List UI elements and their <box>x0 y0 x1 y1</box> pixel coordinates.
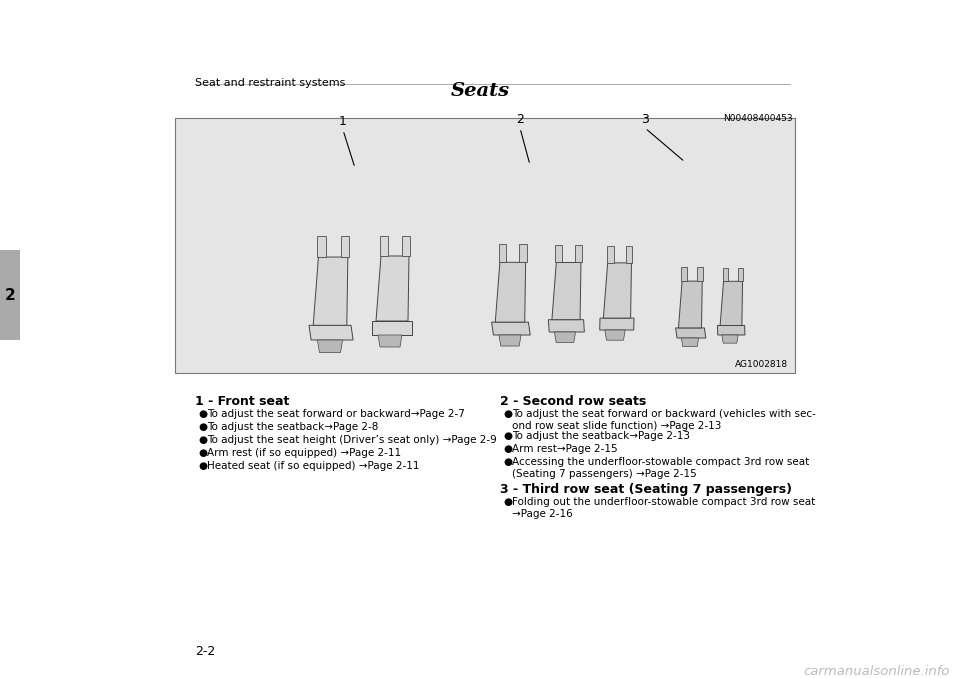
Text: To adjust the seatback→Page 2-13: To adjust the seatback→Page 2-13 <box>512 431 690 441</box>
Text: To adjust the seat height (Driver’s seat only) →Page 2-9: To adjust the seat height (Driver’s seat… <box>207 435 496 445</box>
Polygon shape <box>313 257 348 325</box>
Polygon shape <box>555 332 576 342</box>
Polygon shape <box>682 266 687 281</box>
Text: Seat and restraint systems: Seat and restraint systems <box>195 78 346 88</box>
Polygon shape <box>682 338 699 346</box>
Polygon shape <box>548 320 585 332</box>
Text: ●: ● <box>503 409 512 419</box>
Polygon shape <box>318 236 325 257</box>
Polygon shape <box>723 268 729 281</box>
Text: Seats: Seats <box>450 82 510 100</box>
Polygon shape <box>376 256 409 321</box>
Text: 2: 2 <box>516 113 524 126</box>
Polygon shape <box>676 328 706 338</box>
Polygon shape <box>552 262 581 320</box>
Text: N00408400453: N00408400453 <box>724 114 793 123</box>
Polygon shape <box>679 281 703 328</box>
Text: ●: ● <box>198 448 207 458</box>
Bar <box>0 250 20 340</box>
Polygon shape <box>697 266 703 281</box>
Text: 1: 1 <box>339 115 347 128</box>
Text: ●: ● <box>503 497 512 507</box>
Text: ●: ● <box>503 444 512 454</box>
Polygon shape <box>575 245 582 262</box>
Polygon shape <box>556 245 563 262</box>
Polygon shape <box>380 236 388 256</box>
Text: 3 - Third row seat (Seating 7 passengers): 3 - Third row seat (Seating 7 passengers… <box>500 483 792 496</box>
Text: 3: 3 <box>641 113 649 126</box>
Polygon shape <box>519 244 527 262</box>
Polygon shape <box>626 246 633 263</box>
Polygon shape <box>499 335 521 346</box>
Text: 2-2: 2-2 <box>195 645 215 658</box>
Text: Heated seat (if so equipped) →Page 2-11: Heated seat (if so equipped) →Page 2-11 <box>207 461 420 471</box>
Text: ●: ● <box>198 409 207 419</box>
Polygon shape <box>604 263 632 318</box>
Polygon shape <box>318 340 343 353</box>
Text: To adjust the seatback→Page 2-8: To adjust the seatback→Page 2-8 <box>207 422 378 432</box>
Text: ●: ● <box>503 431 512 441</box>
Text: Accessing the underfloor-stowable compact 3rd row seat
(Seating 7 passengers) →P: Accessing the underfloor-stowable compac… <box>512 457 809 479</box>
Polygon shape <box>607 246 613 263</box>
Polygon shape <box>378 335 402 347</box>
Text: ●: ● <box>198 422 207 432</box>
Bar <box>175 118 795 373</box>
Polygon shape <box>605 330 625 340</box>
Text: Arm rest (if so equipped) →Page 2-11: Arm rest (if so equipped) →Page 2-11 <box>207 448 401 458</box>
Text: To adjust the seat forward or backward→Page 2-7: To adjust the seat forward or backward→P… <box>207 409 465 419</box>
Polygon shape <box>720 281 743 325</box>
Polygon shape <box>372 321 412 335</box>
Text: AG1002818: AG1002818 <box>734 360 788 369</box>
Polygon shape <box>717 325 745 335</box>
Text: Arm rest→Page 2-15: Arm rest→Page 2-15 <box>512 444 617 454</box>
Polygon shape <box>309 325 353 340</box>
Polygon shape <box>402 236 410 256</box>
Polygon shape <box>722 335 738 343</box>
Polygon shape <box>600 318 634 330</box>
Text: 1 - Front seat: 1 - Front seat <box>195 395 289 408</box>
Text: ●: ● <box>503 457 512 467</box>
Text: ●: ● <box>198 435 207 445</box>
Polygon shape <box>499 244 506 262</box>
Text: 2: 2 <box>5 287 15 302</box>
Polygon shape <box>492 322 530 335</box>
Text: 2 - Second row seats: 2 - Second row seats <box>500 395 646 408</box>
Text: To adjust the seat forward or backward (vehicles with sec-
ond row seat slide fu: To adjust the seat forward or backward (… <box>512 409 816 431</box>
Polygon shape <box>495 262 526 322</box>
Text: carmanualsonline.info: carmanualsonline.info <box>804 665 950 678</box>
Text: Folding out the underfloor-stowable compact 3rd row seat
→Page 2-16: Folding out the underfloor-stowable comp… <box>512 497 815 519</box>
Polygon shape <box>738 268 743 281</box>
Polygon shape <box>341 236 348 257</box>
Text: ●: ● <box>198 461 207 471</box>
